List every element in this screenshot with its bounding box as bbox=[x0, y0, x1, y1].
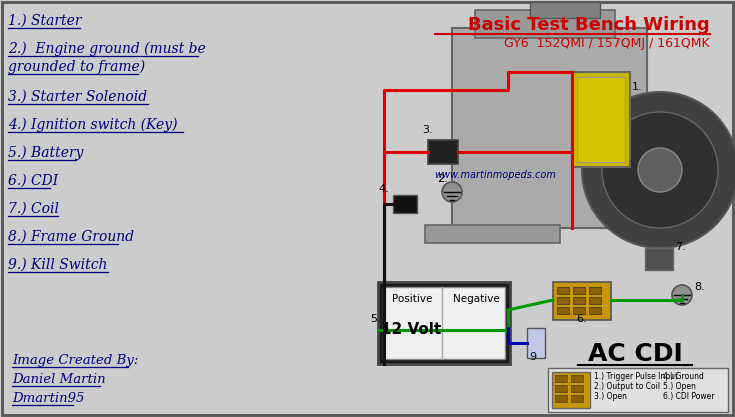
Text: 2.: 2. bbox=[437, 174, 448, 184]
Text: 1.) Trigger Pulse Input: 1.) Trigger Pulse Input bbox=[594, 372, 678, 381]
Text: 8.: 8. bbox=[694, 282, 705, 292]
Circle shape bbox=[582, 92, 735, 248]
Text: 2.) Output to Coil: 2.) Output to Coil bbox=[594, 382, 660, 391]
Bar bbox=[452, 28, 647, 228]
Text: 6.) CDI: 6.) CDI bbox=[8, 174, 58, 188]
Bar bbox=[530, 2, 600, 18]
Circle shape bbox=[442, 182, 462, 202]
Circle shape bbox=[638, 148, 682, 192]
Bar bbox=[383, 287, 505, 359]
Text: 4.: 4. bbox=[378, 184, 389, 194]
Bar bbox=[527, 328, 545, 358]
Bar bbox=[571, 375, 583, 382]
Bar bbox=[577, 77, 625, 162]
Text: Image Created By:: Image Created By: bbox=[12, 354, 138, 367]
Bar bbox=[645, 248, 673, 270]
Text: GY6  152QMI / 157QMJ / 161QMK: GY6 152QMI / 157QMJ / 161QMK bbox=[504, 37, 710, 50]
Text: Basic Test Bench Wiring: Basic Test Bench Wiring bbox=[468, 16, 710, 34]
Bar bbox=[555, 395, 567, 402]
Bar bbox=[571, 395, 583, 402]
Bar bbox=[557, 287, 569, 294]
Text: 4.) Ground: 4.) Ground bbox=[663, 372, 704, 381]
Bar bbox=[571, 385, 583, 392]
Bar bbox=[428, 140, 458, 164]
Bar bbox=[589, 307, 601, 314]
Text: 1.) Starter: 1.) Starter bbox=[8, 14, 82, 28]
Text: Dmartin95: Dmartin95 bbox=[12, 392, 85, 405]
Bar bbox=[393, 195, 417, 213]
Text: 6.) CDI Power: 6.) CDI Power bbox=[663, 392, 714, 401]
Bar bbox=[589, 287, 601, 294]
Bar bbox=[475, 10, 615, 38]
Text: 5.) Open: 5.) Open bbox=[663, 382, 696, 391]
Bar bbox=[378, 282, 510, 364]
Text: 7.: 7. bbox=[675, 242, 686, 252]
Text: Daniel Martin: Daniel Martin bbox=[12, 373, 106, 386]
Text: Positive: Positive bbox=[392, 294, 432, 304]
Text: 1.: 1. bbox=[632, 82, 642, 92]
Text: 7.) Coil: 7.) Coil bbox=[8, 202, 59, 216]
Bar bbox=[548, 368, 728, 412]
Text: 3.) Starter Solenoid: 3.) Starter Solenoid bbox=[8, 90, 147, 104]
Text: 3.: 3. bbox=[422, 125, 433, 135]
Text: 6.: 6. bbox=[577, 314, 587, 324]
Bar bbox=[557, 297, 569, 304]
Bar bbox=[573, 287, 585, 294]
Text: 2.)  Engine ground (must be: 2.) Engine ground (must be bbox=[8, 42, 206, 56]
Text: 4.) Ignition switch (Key): 4.) Ignition switch (Key) bbox=[8, 118, 177, 132]
Bar bbox=[589, 297, 601, 304]
Bar bbox=[557, 307, 569, 314]
Circle shape bbox=[602, 112, 718, 228]
Text: 8.) Frame Ground: 8.) Frame Ground bbox=[8, 230, 134, 244]
Bar bbox=[573, 297, 585, 304]
Text: AC CDI: AC CDI bbox=[587, 342, 682, 366]
Bar bbox=[572, 72, 630, 167]
Text: 5.) Battery: 5.) Battery bbox=[8, 146, 84, 161]
Bar bbox=[425, 225, 560, 243]
Text: 5.: 5. bbox=[370, 314, 381, 324]
Bar bbox=[555, 385, 567, 392]
Text: 9.) Kill Switch: 9.) Kill Switch bbox=[8, 258, 107, 272]
Bar bbox=[553, 282, 611, 320]
Bar bbox=[552, 372, 590, 408]
Text: grounded to frame): grounded to frame) bbox=[8, 60, 145, 74]
Text: Negative: Negative bbox=[453, 294, 499, 304]
Bar bbox=[573, 307, 585, 314]
Circle shape bbox=[672, 285, 692, 305]
Text: 12 Volt: 12 Volt bbox=[381, 322, 441, 337]
Text: www.martinmopeds.com: www.martinmopeds.com bbox=[434, 170, 556, 180]
Bar bbox=[555, 375, 567, 382]
Text: 9: 9 bbox=[529, 352, 536, 362]
Text: 3.) Open: 3.) Open bbox=[594, 392, 627, 401]
